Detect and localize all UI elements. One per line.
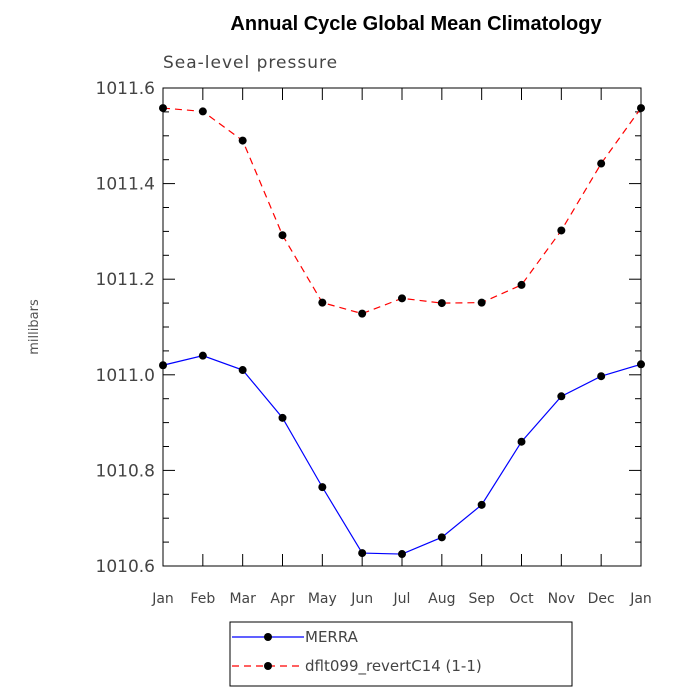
series-0-point [477, 500, 486, 509]
series-1-point [358, 309, 367, 318]
x-tick-label: Mar [229, 591, 256, 607]
series-1-point [278, 231, 287, 240]
series-0-point [437, 533, 446, 542]
series-line-1 [162, 107, 642, 315]
x-tick-label: May [308, 591, 337, 607]
x-tick-label: Jan [151, 591, 174, 607]
x-tick-label: Dec [588, 591, 615, 607]
series-1-point [238, 136, 247, 145]
series-0-point [159, 361, 167, 370]
x-tick-label: Oct [509, 591, 534, 607]
series-0-point [318, 483, 327, 492]
legend-marker-merra [264, 633, 272, 641]
series-line-0 [162, 355, 642, 555]
series-1-point [557, 226, 566, 235]
series-0-point [278, 413, 287, 422]
y-tick-label: 1010.8 [96, 461, 155, 481]
x-tick-labels: Jan Feb Mar Apr May Jun Jul Aug Sep Oct Nov Dec Jan [151, 591, 652, 607]
y-tick-labels: 1010.6 1010.8 1011.0 1011.2 1011.4 1011.6 [96, 79, 155, 577]
series-1-point [198, 107, 207, 116]
series-0-point [398, 550, 406, 559]
series-1-point [477, 298, 486, 307]
y-axis-label: millibars [27, 299, 42, 355]
series-1-point [517, 280, 526, 289]
y-tick-label: 1011.0 [96, 366, 155, 386]
series-0-point [637, 360, 645, 369]
x-tick-label: Feb [190, 591, 215, 607]
y-tick-label: 1011.2 [96, 270, 155, 290]
x-tick-label: Jan [629, 591, 652, 607]
legend-label-merra: MERRA [305, 628, 359, 646]
y-tick-label: 1010.6 [96, 557, 155, 577]
legend: MERRA dflt099_revertC14 (1-1) [229, 621, 573, 687]
series-0-point [597, 372, 606, 381]
chart-subtitle: Sea-level pressure [163, 53, 338, 73]
x-tick-label: Aug [428, 591, 455, 607]
series-1-point [398, 294, 406, 303]
legend-box [229, 621, 573, 687]
series-1-point [318, 298, 327, 307]
x-tick-label: Apr [270, 591, 294, 607]
plot-frame [162, 87, 642, 567]
y-tick-label: 1011.6 [96, 79, 155, 99]
series-layer [159, 104, 645, 559]
x-tick-label: Jul [393, 591, 411, 607]
series-0-point [238, 366, 247, 375]
legend-marker-dflt [264, 662, 272, 670]
series-0-point [198, 351, 207, 360]
series-1-point [437, 299, 446, 308]
series-0-point [517, 437, 526, 446]
x-tick-label: Sep [468, 591, 495, 607]
legend-label-dflt: dflt099_revertC14 (1-1) [305, 657, 482, 676]
chart-title: Annual Cycle Global Mean Climatology [230, 13, 602, 35]
series-1-point [597, 159, 606, 168]
series-0-point [358, 549, 367, 558]
x-tick-label: Jun [350, 591, 373, 607]
series-1-point [159, 104, 167, 113]
series-1-point [637, 104, 645, 113]
axis-ticks [162, 87, 642, 567]
y-tick-label: 1011.4 [96, 175, 155, 195]
x-tick-label: Nov [548, 591, 575, 607]
series-0-point [557, 392, 566, 401]
